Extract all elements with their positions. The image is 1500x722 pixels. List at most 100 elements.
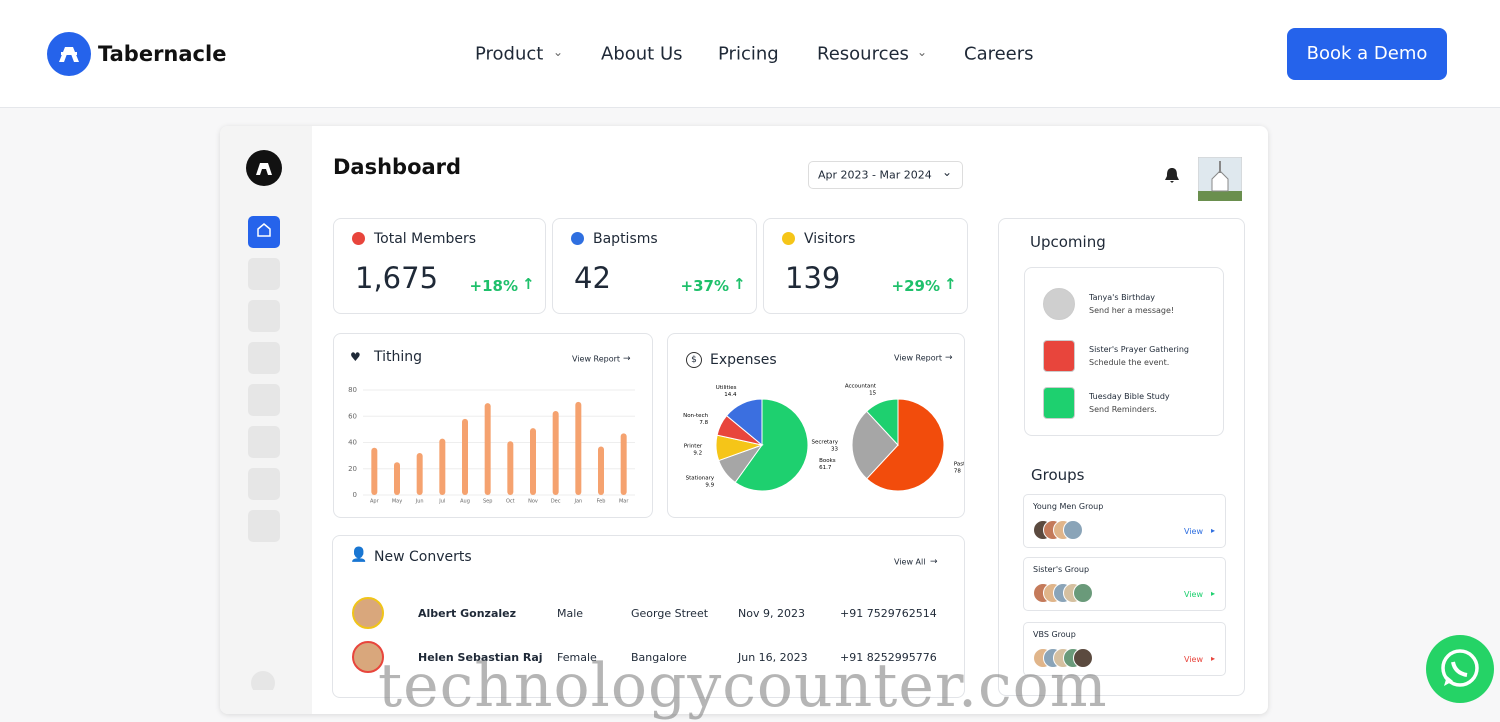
stat-dot: [352, 232, 365, 245]
pie-value: 9.9: [705, 483, 714, 489]
arrow: →: [945, 353, 953, 363]
logo: [47, 32, 91, 76]
x-tick-label: Sep: [483, 499, 492, 505]
nav-link[interactable]: Product: [475, 43, 544, 65]
member-avatar: [1063, 520, 1083, 540]
bar: [507, 441, 514, 495]
dollar-icon: $: [686, 352, 702, 368]
member-avatar: [1073, 648, 1093, 668]
group-name: VBS Group: [1033, 630, 1076, 639]
stat-label: Baptisms: [593, 231, 658, 247]
pie-value: 15: [869, 391, 876, 397]
pie-slice: [866, 398, 945, 492]
y-tick-label: 80: [348, 386, 357, 394]
arrow: →: [623, 354, 631, 364]
pie-value: 14.4: [724, 392, 737, 398]
whatsapp-button[interactable]: [1426, 635, 1494, 703]
y-tick-label: 40: [348, 439, 357, 447]
table-cell: +91 8252995776: [840, 651, 937, 664]
pie-label: Books: [819, 458, 836, 464]
user-icon: 👤: [350, 547, 368, 563]
stat-label: Visitors: [804, 231, 856, 247]
view-report[interactable]: View Report: [894, 353, 943, 363]
view-arrow: ▸: [1211, 654, 1216, 663]
x-tick-label: Nov: [528, 499, 538, 505]
x-tick-label: Aug: [460, 499, 470, 505]
bar: [371, 447, 378, 495]
date-dropdown[interactable]: [808, 161, 963, 189]
nav-link[interactable]: About Us: [601, 43, 683, 65]
stat-change: +29%: [891, 277, 940, 295]
stat-dot: [782, 232, 795, 245]
nav-link[interactable]: Careers: [964, 43, 1034, 65]
event-title: Tuesday Bible Study: [1089, 392, 1170, 401]
profile-image[interactable]: [1198, 157, 1242, 201]
nav-link[interactable]: Pricing: [718, 43, 779, 65]
cta-button[interactable]: Book a Demo: [1287, 28, 1447, 80]
stat-value: 42: [574, 261, 611, 295]
pie-label: Accountant: [845, 384, 877, 390]
date-range[interactable]: Apr 2023 - Mar 2024: [818, 168, 932, 182]
groups-title: Groups: [1031, 466, 1085, 484]
avatar: [352, 597, 384, 629]
event-icon: [1043, 387, 1075, 419]
upcoming-title: Upcoming: [1030, 233, 1106, 251]
dashboard-title: Dashboard: [333, 155, 462, 179]
stat-change: +18%: [469, 277, 518, 295]
view-all[interactable]: View All: [894, 557, 926, 567]
x-tick-label: Feb: [597, 499, 606, 505]
pie-label: Non-tech: [683, 413, 709, 419]
x-tick-label: May: [392, 499, 402, 505]
stat-change: +37%: [680, 277, 729, 295]
pie-value: 9.2: [693, 450, 702, 456]
table-cell: Bangalore: [631, 651, 687, 664]
x-tick-label: Jan: [573, 499, 582, 505]
event-icon: [1043, 288, 1075, 320]
table-cell: Nov 9, 2023: [738, 607, 805, 620]
table-cell: +91 7529762514: [840, 607, 937, 620]
pie-slice: [725, 398, 763, 447]
view-link[interactable]: View: [1184, 655, 1203, 664]
bell-icon[interactable]: [1162, 166, 1182, 184]
pie-label: Utilities: [716, 385, 737, 391]
nav-link[interactable]: Resources: [817, 43, 909, 65]
sidebar-icons: [246, 150, 282, 690]
pie-value: 61.7: [819, 465, 832, 471]
event-subtitle: Send her a message!: [1089, 306, 1175, 315]
pie-value: 78: [954, 468, 961, 474]
watermark: technologycounter.com: [378, 651, 1108, 721]
tithing-chart: 0 20 40 60 80 Apr May Jun Jul Aug Sep Oct Nov Dec Jan F…: [348, 386, 635, 505]
pie-label: Pastor: [954, 461, 964, 467]
table-cell: Male: [557, 607, 584, 620]
bar: [598, 446, 604, 495]
member-avatar: [1073, 583, 1093, 603]
y-tick-label: 20: [348, 465, 357, 473]
group-name: Sister's Group: [1033, 565, 1090, 574]
group-name: Young Men Group: [1033, 502, 1104, 511]
x-tick-label: Mar: [619, 499, 629, 505]
x-tick-label: Apr: [370, 499, 380, 505]
bar: [552, 411, 559, 495]
event-subtitle: Schedule the event.: [1089, 358, 1170, 367]
view-link[interactable]: View: [1184, 527, 1203, 536]
view-report[interactable]: View Report: [572, 354, 621, 364]
header: Tabernacle Product ⌄ About Us Pricing Re…: [0, 0, 1500, 108]
stat-card: [552, 218, 757, 314]
view-link[interactable]: View: [1184, 590, 1203, 599]
pie-slice: [866, 398, 899, 447]
view-arrow: ▸: [1211, 526, 1216, 535]
tithing-title: Tithing: [374, 349, 423, 365]
pie-value: 33: [831, 447, 838, 453]
chevron: ⌄: [553, 45, 564, 59]
pie-label: Printer: [684, 443, 703, 449]
chevron: ⌄: [917, 45, 928, 59]
arrow-up: ↑: [944, 275, 957, 293]
table-cell: Helen Sebastian Raj: [418, 651, 543, 664]
converts-title: New Converts: [374, 549, 472, 565]
pie-slice: [851, 410, 899, 480]
event-title: Sister's Prayer Gathering: [1089, 345, 1189, 354]
brand[interactable]: Tabernacle: [98, 42, 227, 66]
x-tick-label: Jun: [415, 499, 424, 505]
arrow: →: [930, 557, 938, 567]
